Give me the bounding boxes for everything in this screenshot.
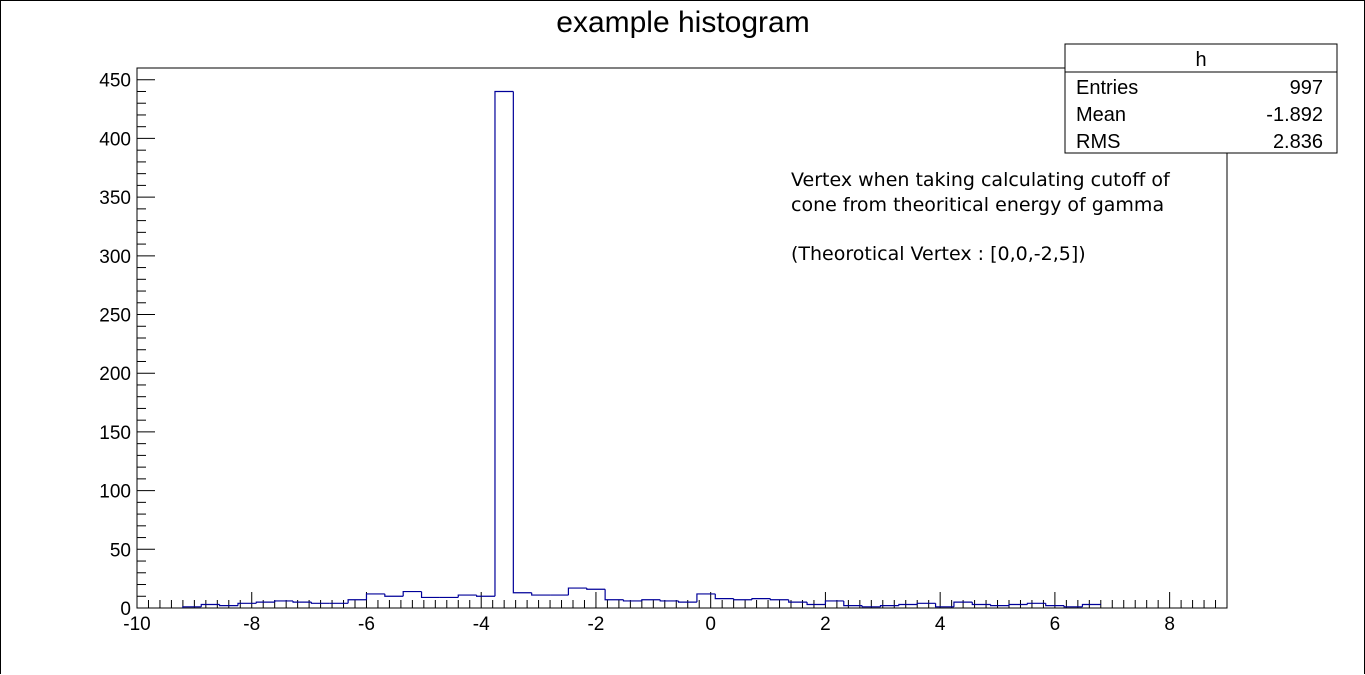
y-tick-label: 150 <box>99 423 131 444</box>
stats-entries-label: Entries <box>1076 77 1138 99</box>
x-axis: -10 -8 -6 -4 -2 0 2 4 6 8 <box>123 592 1228 635</box>
y-tick-label: 450 <box>99 71 131 92</box>
histogram-bin <box>696 593 716 603</box>
histogram-bin <box>990 604 1009 607</box>
histogram-bin <box>714 593 734 600</box>
histogram-bin <box>843 600 863 607</box>
histogram-bin <box>1026 602 1046 605</box>
histogram-bin <box>310 602 330 604</box>
histogram-bin <box>769 598 789 601</box>
histogram-bin <box>200 603 220 607</box>
histogram-bin <box>476 595 495 597</box>
histogram-bin <box>586 588 606 590</box>
annotation: Vertex when taking calculating cutoff of… <box>791 169 1171 265</box>
annotation-line-1: Vertex when taking calculating cutoff of <box>791 169 1171 191</box>
histogram-bin <box>733 598 752 601</box>
histogram-bins <box>182 90 1101 608</box>
histogram-bin <box>806 602 826 606</box>
histogram-bin <box>751 598 771 600</box>
histogram-bin <box>531 592 551 596</box>
histogram-bin <box>567 587 587 596</box>
y-axis: 0 50 100 150 200 250 300 350 400 450 <box>99 67 155 620</box>
histogram-bin <box>1081 603 1101 607</box>
histogram-bin <box>898 603 918 606</box>
y-tick-label: 200 <box>99 364 131 385</box>
y-tick-label: 100 <box>99 482 131 503</box>
stats-box-frame <box>1064 43 1338 154</box>
stats-mean-label: Mean <box>1076 104 1126 126</box>
x-tick-label: 8 <box>1164 614 1175 635</box>
histogram-bin <box>182 606 202 608</box>
x-tick-label: 6 <box>1050 614 1061 635</box>
x-tick-label: 0 <box>705 614 716 635</box>
histogram-bin <box>971 602 991 606</box>
histogram-bin <box>512 91 532 594</box>
histogram-bin <box>788 599 808 603</box>
histogram-bin <box>824 600 844 605</box>
histogram-bin <box>274 600 294 603</box>
chart-title: example histogram <box>556 6 809 39</box>
stats-box-title: h <box>1195 49 1206 71</box>
plot-frame <box>136 67 1228 609</box>
histogram-bin <box>677 600 697 603</box>
histogram-bin <box>861 605 881 608</box>
histogram-bin <box>916 602 936 605</box>
histogram-bin <box>1008 603 1028 606</box>
x-tick-label: -6 <box>358 614 375 635</box>
stats-box: h Entries 997 Mean -1.892 RMS 2.836 <box>1064 43 1338 154</box>
histogram-bin <box>237 602 257 606</box>
histogram-bin <box>347 599 367 604</box>
histogram-bin <box>604 589 624 601</box>
y-tick-label: 400 <box>99 129 131 150</box>
y-tick-label: 50 <box>110 540 131 561</box>
histogram-bin <box>1063 605 1083 608</box>
histogram-bin <box>365 593 385 600</box>
histogram-bin <box>494 90 514 597</box>
y-tick-label: 250 <box>99 306 131 327</box>
histogram-bin <box>457 594 477 598</box>
histogram-bin <box>934 603 954 608</box>
x-tick-label: -2 <box>587 614 604 635</box>
histogram-bin <box>622 599 642 602</box>
histogram-bin <box>402 590 422 597</box>
x-tick-label: -8 <box>243 614 260 635</box>
x-tick-label: 2 <box>820 614 831 635</box>
y-tick-label: 300 <box>99 247 131 268</box>
histogram-bin <box>255 601 275 604</box>
y-tick-label: 350 <box>99 188 131 209</box>
stats-mean-value: -1.892 <box>1266 104 1323 126</box>
x-tick-label: -4 <box>473 614 490 635</box>
histogram-bin <box>953 601 973 607</box>
stats-entries-value: 997 <box>1290 77 1323 99</box>
histogram-bin <box>420 591 440 599</box>
histogram-bin <box>292 600 312 603</box>
x-tick-label: -10 <box>123 614 150 635</box>
histogram-bin <box>384 593 404 597</box>
y-tick-label: 0 <box>120 599 131 620</box>
histogram-bin <box>641 599 661 601</box>
histogram-bin <box>219 604 238 607</box>
x-tick-label: 4 <box>935 614 946 635</box>
histogram-bin <box>1045 603 1065 607</box>
annotation-line-3: (Theorotical Vertex : [0,0,-2,5]) <box>791 243 1086 265</box>
annotation-line-2: cone from theoritical energy of gamma <box>791 194 1164 216</box>
stats-rms-label: RMS <box>1076 131 1120 153</box>
stats-rms-value: 2.836 <box>1273 131 1323 153</box>
histogram-bin <box>879 605 899 607</box>
histogram-bin <box>659 599 679 602</box>
